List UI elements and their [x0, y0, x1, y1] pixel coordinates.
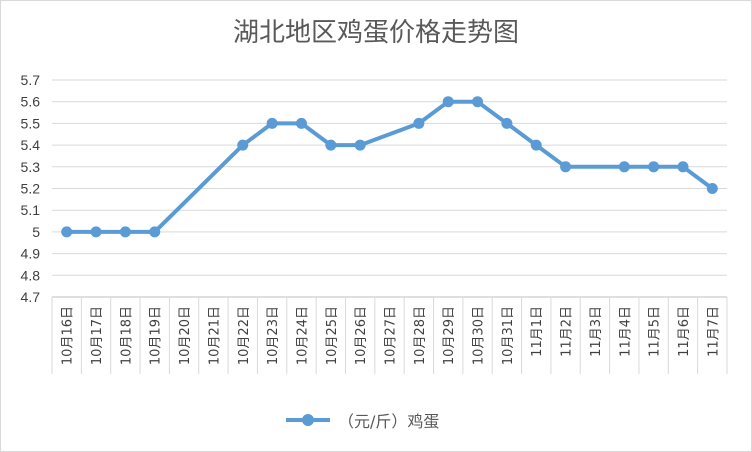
x-tick-label: 11月5日 [648, 306, 663, 357]
data-point [648, 161, 660, 173]
x-tick-label: 10月27日 [384, 306, 399, 365]
y-tick-label: 5.2 [21, 181, 41, 197]
y-tick-label: 5.5 [21, 115, 41, 131]
data-point [119, 226, 131, 238]
y-tick-label: 5.6 [21, 94, 41, 110]
x-tick-label: 10月28日 [413, 306, 428, 365]
data-point [560, 161, 572, 173]
x-tick-label: 10月30日 [472, 306, 487, 365]
data-point [90, 226, 102, 238]
y-tick-label: 4.8 [21, 267, 41, 283]
x-tick-label: 11月6日 [677, 306, 692, 357]
data-point [325, 139, 337, 151]
data-point [266, 117, 278, 129]
data-point [472, 96, 484, 108]
data-point [237, 139, 249, 151]
y-tick-label: 5.1 [21, 202, 41, 218]
x-tick-label: 10月31日 [501, 306, 516, 365]
y-tick-label: 5 [32, 224, 40, 240]
x-tick-label: 10月21日 [207, 306, 222, 365]
x-tick-label: 10月23日 [266, 306, 281, 365]
y-tick-label: 4.7 [21, 289, 41, 305]
legend: （元/斤）鸡蛋 [286, 408, 439, 432]
x-tick-label: 10月17日 [90, 306, 105, 365]
y-tick-label: 5.4 [21, 137, 41, 153]
data-point [677, 161, 689, 173]
data-point [618, 161, 630, 173]
x-tick-label: 11月7日 [706, 306, 721, 357]
legend-label: （元/斤）鸡蛋 [338, 412, 440, 431]
data-point [149, 226, 161, 238]
data-point [354, 139, 366, 151]
data-point [501, 117, 513, 129]
data-point [61, 226, 73, 238]
x-tick-label: 10月18日 [119, 306, 134, 365]
data-point [295, 117, 307, 129]
data-point [530, 139, 542, 151]
x-tick-label: 11月2日 [560, 306, 575, 357]
x-tick-label: 10月16日 [61, 306, 76, 365]
x-tick-label: 10月20日 [178, 306, 193, 365]
y-tick-label: 5.3 [21, 159, 41, 175]
x-tick-label: 10月19日 [149, 306, 164, 365]
data-point [706, 183, 718, 194]
x-tick-label: 10月26日 [354, 306, 369, 365]
legend-marker-icon [286, 408, 330, 432]
x-tick-label: 10月24日 [295, 306, 310, 365]
x-tick-label: 10月25日 [325, 306, 340, 365]
data-point [442, 96, 454, 108]
x-tick-label: 11月4日 [618, 306, 633, 357]
x-tick-label: 11月1日 [530, 306, 545, 357]
x-tick-label: 10月22日 [237, 306, 252, 365]
x-tick-label: 10月29日 [442, 306, 457, 365]
data-point [413, 117, 425, 129]
x-tick-label: 11月3日 [589, 306, 604, 357]
y-tick-label: 4.9 [21, 246, 41, 262]
chart-title: 湖北地区鸡蛋价格走势图 [232, 18, 519, 48]
y-tick-label: 5.7 [21, 72, 41, 88]
